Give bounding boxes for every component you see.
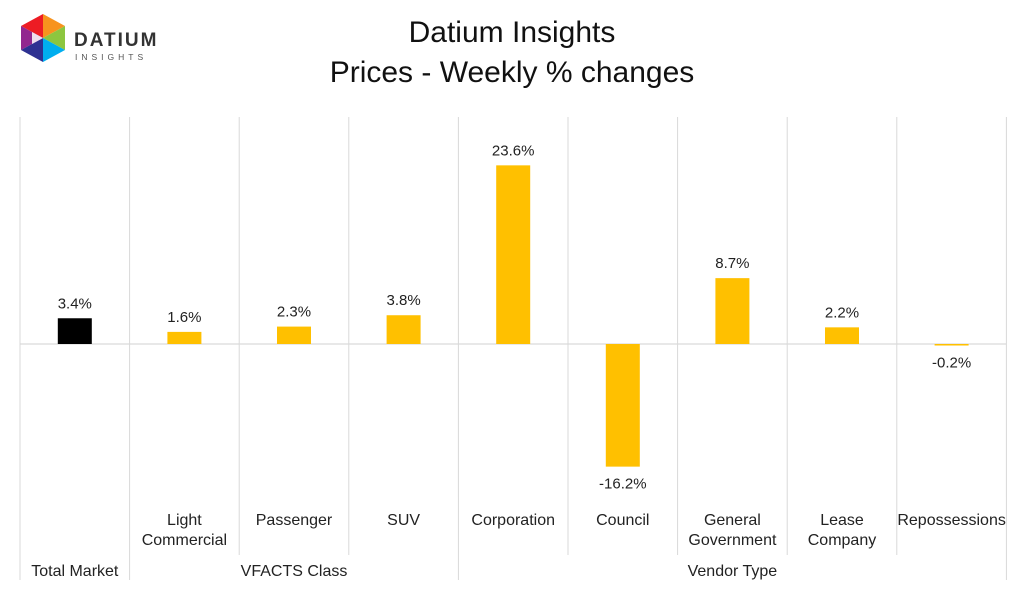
data-label-6: 8.7% (715, 255, 749, 272)
bar-1 (167, 331, 202, 344)
category-label-1: Commercial (142, 532, 227, 549)
bar-5 (605, 344, 640, 467)
chart-subtitle: Prices - Weekly % changes (329, 56, 695, 89)
group-label-2: Vendor Type (688, 563, 778, 580)
bar-3 (386, 315, 421, 344)
data-label-5: -16.2% (599, 476, 647, 493)
data-label-7: 2.2% (825, 304, 859, 321)
data-label-2: 2.3% (277, 304, 311, 321)
logo-sub: INSIGHTS (75, 52, 148, 62)
group-label-1: VFACTS Class (241, 563, 348, 580)
data-label-0: 3.4% (58, 295, 92, 312)
datium-logo-mark-icon (21, 14, 65, 62)
category-label-3: SUV (387, 512, 420, 529)
category-label-8: Repossessions (897, 512, 1006, 529)
category-label-6: General (704, 512, 761, 529)
group-label-0: Total Market (31, 563, 119, 580)
bar-0 (57, 318, 92, 344)
bar-6 (715, 278, 750, 344)
data-label-4: 23.6% (492, 142, 535, 159)
category-label-4: Corporation (471, 512, 555, 529)
bar-7 (825, 327, 859, 344)
logo-brand: DATIUM (74, 30, 159, 51)
bar-8 (934, 344, 969, 346)
category-label-1: Light (167, 512, 202, 529)
chart-title: Datium Insights (408, 16, 616, 49)
category-label-2: Passenger (256, 512, 333, 529)
category-label-7: Lease (820, 512, 864, 529)
category-label-6: Government (688, 532, 777, 549)
data-label-8: -0.2% (932, 355, 971, 372)
datium-logo: DATIUM INSIGHTS (18, 12, 168, 74)
data-label-3: 3.8% (386, 292, 420, 309)
bar-2 (277, 326, 311, 344)
bar-4 (496, 165, 531, 344)
category-label-5: Council (596, 512, 649, 529)
category-label-7: Company (808, 532, 876, 549)
data-label-1: 1.6% (167, 309, 201, 326)
